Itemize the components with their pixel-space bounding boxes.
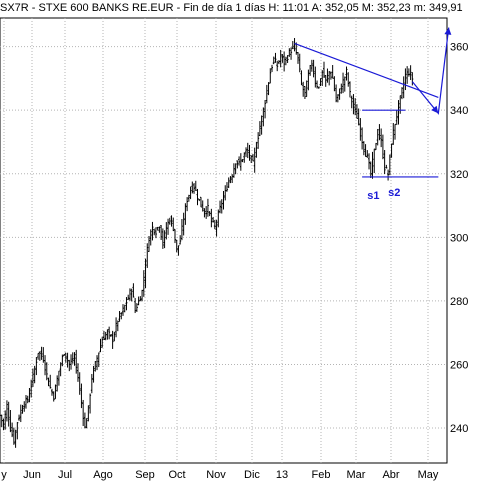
x-tick-label: May xyxy=(418,469,439,481)
x-tick-label: Oct xyxy=(168,469,185,481)
pattern-annotations: s1 s2 xyxy=(294,27,452,202)
x-tick-label: Abr xyxy=(382,469,399,481)
arrow-down-icon xyxy=(431,105,439,114)
y-tick-label: 280 xyxy=(450,296,468,308)
price-series xyxy=(0,38,414,448)
x-tick-label: 13 xyxy=(276,469,288,481)
x-tick-label: Jun xyxy=(23,469,41,481)
arrow-up-icon xyxy=(444,27,452,35)
x-tick-label: Dic xyxy=(244,469,260,481)
s2-label: s2 xyxy=(388,187,400,199)
s1-label: s1 xyxy=(367,190,379,202)
y-tick-label: 360 xyxy=(450,42,468,54)
x-tick-label: Sep xyxy=(135,469,155,481)
y-tick-label: 260 xyxy=(450,359,468,371)
x-tick-label: Feb xyxy=(312,469,331,481)
plot-frame xyxy=(0,17,448,464)
x-tick-label: Mar xyxy=(347,469,366,481)
y-axis: 240 260 280 300 320 340 360 xyxy=(450,42,468,435)
chart-title: SX7R - STXE 600 BANKS RE.EUR - Fin de dí… xyxy=(0,2,463,14)
x-tick-label: y xyxy=(1,469,7,481)
y-tick-label: 300 xyxy=(450,232,468,244)
y-tick-label: 340 xyxy=(450,105,468,117)
resistance-trendline xyxy=(294,42,439,99)
x-tick-label: Jul xyxy=(58,469,72,481)
x-axis: y Jun Jul Ago Sep Oct Nov Dic 13 Feb Mar Abr May xyxy=(1,469,439,481)
x-tick-label: Nov xyxy=(206,469,226,481)
x-tick-label: Ago xyxy=(93,469,113,481)
y-tick-label: 320 xyxy=(450,169,468,181)
y-tick-label: 240 xyxy=(450,423,468,435)
